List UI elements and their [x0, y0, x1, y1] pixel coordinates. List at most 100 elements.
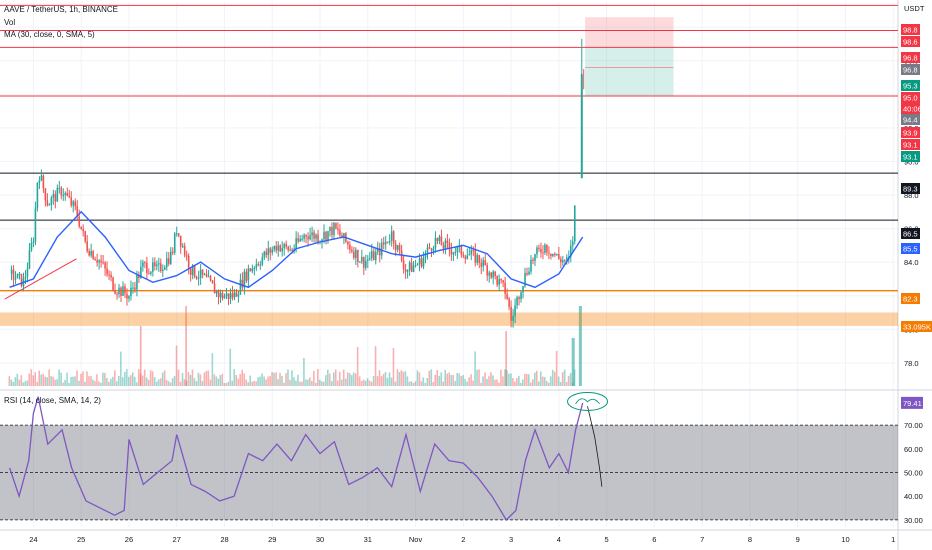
candle-body	[446, 240, 449, 243]
candle-body	[76, 206, 79, 217]
trend-line[interactable]	[4, 258, 77, 300]
candle-body	[408, 262, 411, 270]
volume-bar	[553, 371, 556, 386]
candle-body	[116, 293, 118, 295]
volume-bar	[488, 376, 490, 386]
candle-body	[349, 244, 351, 250]
candle-body	[215, 290, 218, 294]
volume-legend[interactable]: Vol	[4, 18, 16, 27]
candle-body	[488, 272, 491, 276]
time-tick-label: 10	[841, 535, 849, 544]
volume-bar	[221, 373, 224, 386]
candle-body	[169, 251, 172, 264]
candle-body	[98, 260, 100, 263]
volume-bar	[273, 372, 275, 386]
candle-body	[406, 269, 409, 272]
horizontal-levels[interactable]	[0, 4, 898, 300]
rsi-annotation-ellipse	[567, 391, 609, 411]
candle-body	[205, 274, 208, 277]
price-tag[interactable]	[901, 36, 920, 47]
candle-body	[10, 269, 13, 274]
candle-body	[570, 245, 572, 257]
candle-body	[160, 263, 162, 271]
candle-body	[382, 242, 385, 245]
candle-body	[18, 273, 21, 275]
price-tag[interactable]	[901, 64, 920, 75]
volume-bar	[231, 380, 234, 386]
price-tag[interactable]	[901, 114, 920, 125]
rsi-value-tag[interactable]	[901, 396, 923, 409]
candle-body	[430, 248, 433, 251]
candle-body	[207, 276, 210, 278]
candle-body	[110, 274, 112, 278]
volume-bars	[8, 306, 582, 386]
volume-bar	[454, 381, 456, 386]
volume-bar	[237, 378, 240, 386]
rsi-forecast-stroke	[587, 406, 603, 487]
candle-body	[452, 252, 455, 255]
candle-body	[426, 247, 429, 253]
volume-bar	[18, 379, 21, 386]
candle-body	[315, 234, 317, 239]
volume-bar	[474, 351, 476, 386]
price-tag[interactable]	[901, 183, 920, 194]
price-tag[interactable]	[901, 24, 920, 35]
volume-bar	[100, 382, 102, 386]
candle-body	[193, 265, 196, 277]
price-tag[interactable]	[901, 293, 920, 304]
volume-bar	[48, 369, 50, 386]
volume-bar	[255, 381, 257, 386]
candle-body	[351, 249, 353, 252]
price-tag[interactable]	[901, 243, 920, 254]
time-tick-label: Nov	[409, 535, 423, 544]
candle-body	[181, 245, 184, 247]
candle-body	[26, 268, 29, 277]
price-tag[interactable]	[901, 103, 920, 114]
candle-body	[420, 258, 423, 267]
price-tag[interactable]	[901, 139, 920, 150]
ma-legend[interactable]: MA (30, close, 0, SMA, 5)	[4, 30, 95, 39]
candle-body	[28, 250, 31, 269]
volume-bar	[432, 382, 435, 386]
rsi-legend[interactable]: RSI (14, close, SMA, 14, 2)	[4, 396, 101, 405]
volume-bar	[108, 381, 110, 386]
candle-body	[237, 294, 240, 297]
candle-body	[60, 187, 63, 196]
rsi-tick-label: 50.00	[904, 469, 923, 478]
candle-body	[550, 253, 552, 256]
price-tag[interactable]	[901, 228, 920, 239]
candle-body	[510, 306, 512, 321]
volume-bar	[229, 348, 232, 386]
price-tag[interactable]	[901, 151, 920, 162]
candle-body	[321, 239, 323, 242]
volume-bar	[191, 369, 194, 386]
candle-body	[56, 187, 59, 202]
candle-body	[154, 262, 156, 267]
price-tag[interactable]	[901, 80, 920, 91]
volume-bar	[524, 373, 526, 386]
candle-body	[24, 276, 27, 279]
candle-body	[66, 193, 69, 196]
candle-body	[422, 257, 425, 267]
time-tick-label: 4	[557, 535, 561, 544]
candle-body	[255, 264, 258, 268]
volume-bar	[217, 378, 220, 386]
volume-bar	[414, 381, 417, 386]
volume-bar	[8, 376, 11, 386]
time-tick-label: 9	[796, 535, 800, 544]
volume-bar	[494, 379, 496, 386]
volume-bar	[157, 379, 160, 386]
price-tag[interactable]	[901, 127, 920, 138]
rsi-tick-label: 30.00	[904, 516, 923, 525]
volume-bar	[486, 378, 488, 386]
volume-bar	[120, 351, 122, 386]
price-tag[interactable]	[901, 321, 932, 332]
time-tick-label: 28	[220, 535, 228, 544]
candle-body	[42, 175, 45, 189]
volume-bar	[456, 373, 458, 386]
price-tag[interactable]	[901, 52, 920, 63]
price-tag[interactable]	[901, 92, 920, 103]
symbol-legend[interactable]: AAVE / TetherUS, 1h, BINANCE	[4, 5, 118, 14]
candle-body	[366, 259, 369, 261]
